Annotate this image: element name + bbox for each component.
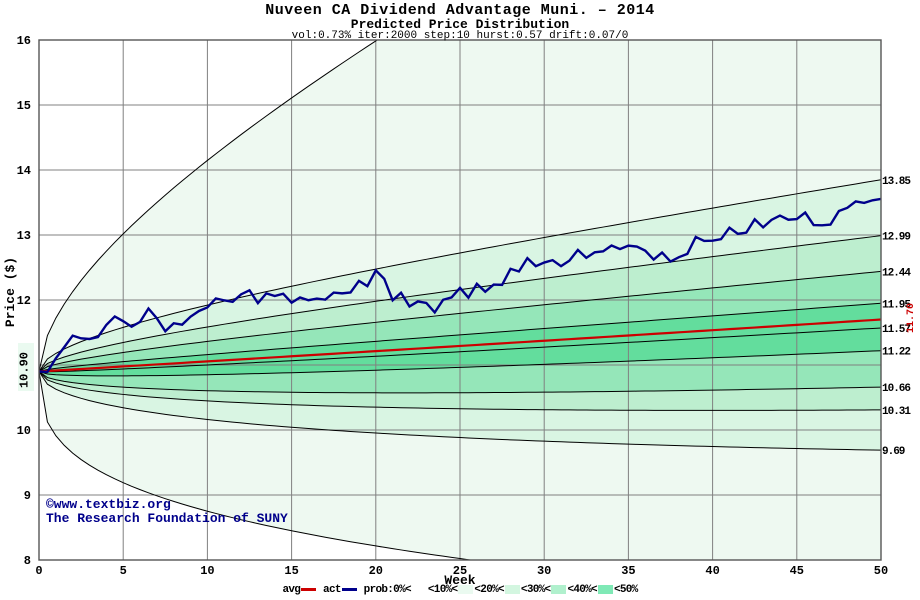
svg-text:11.70: 11.70 [906,303,917,333]
svg-text:12.99: 12.99 [882,232,910,244]
svg-text:10: 10 [17,424,31,438]
svg-text:9.69: 9.69 [882,446,905,458]
svg-text:11.22: 11.22 [882,347,910,359]
svg-text:13.85: 13.85 [882,176,911,188]
svg-text:10.31: 10.31 [882,406,911,418]
svg-text:10.66: 10.66 [882,383,910,395]
svg-text:12: 12 [17,294,31,308]
svg-text:14: 14 [17,164,31,178]
svg-text:15: 15 [17,99,31,113]
svg-text:10.90: 10.90 [18,352,32,388]
svg-text:13: 13 [17,229,31,243]
svg-text:9: 9 [24,489,31,503]
svg-text:8: 8 [24,554,31,568]
svg-text:12.44: 12.44 [882,267,911,279]
